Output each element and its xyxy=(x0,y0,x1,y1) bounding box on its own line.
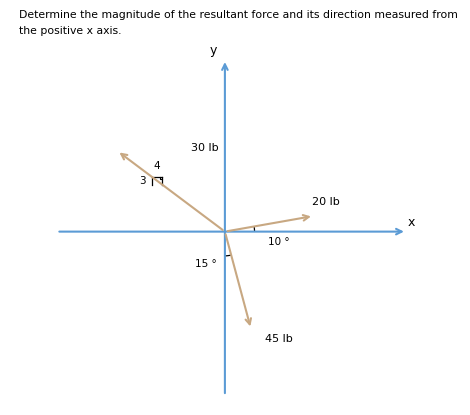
Text: 30 lb: 30 lb xyxy=(191,143,219,153)
Text: 15 °: 15 ° xyxy=(195,259,217,269)
Text: the positive x axis.: the positive x axis. xyxy=(19,26,121,36)
Text: 45 lb: 45 lb xyxy=(265,334,293,344)
Text: 4: 4 xyxy=(154,161,160,171)
Text: x: x xyxy=(408,216,415,229)
Text: 20 lb: 20 lb xyxy=(312,197,340,207)
Text: 3: 3 xyxy=(140,176,146,186)
Text: y: y xyxy=(210,44,217,56)
Text: Determine the magnitude of the resultant force and its direction measured from: Determine the magnitude of the resultant… xyxy=(19,10,458,20)
Text: 10 °: 10 ° xyxy=(268,237,290,247)
